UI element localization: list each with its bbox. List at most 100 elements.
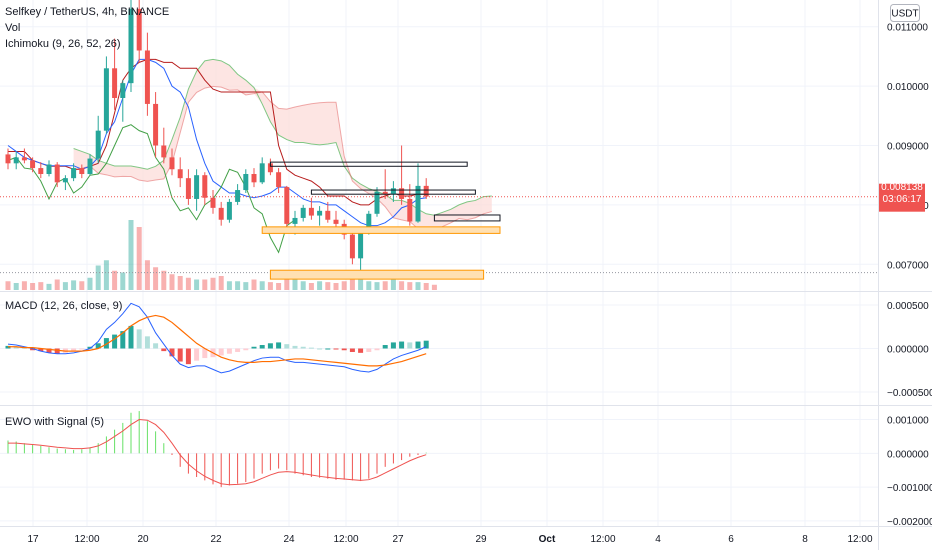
x-tick-label: Oct (539, 534, 556, 545)
candle-body (382, 191, 388, 195)
macd-histogram-bar (95, 343, 101, 349)
volume-bar (38, 282, 44, 290)
time-axis[interactable]: 17 12:00 20 22 24 12:00 27 29 Oct 12:00 4 6 8 12:00 (27, 534, 873, 545)
x-tick-label: 17 (27, 534, 39, 545)
macd-histogram-bar (128, 325, 134, 349)
volume-bar (218, 276, 224, 290)
macd-histogram-bar (423, 340, 429, 349)
macd-histogram-bar (243, 348, 249, 351)
macd-histogram-bar (366, 348, 372, 352)
macd-histogram-bar (71, 348, 77, 352)
x-tick-label: 8 (802, 534, 808, 545)
macd-histogram-bar (374, 348, 380, 351)
candle-body (46, 164, 52, 175)
volume-bar (276, 283, 282, 290)
candle-body (5, 154, 11, 164)
macd-histogram-bar (153, 343, 159, 349)
resistance-box[interactable] (310, 189, 476, 195)
macd-histogram-bar (161, 348, 167, 352)
resistance-box[interactable] (269, 161, 468, 167)
macd-histogram-bar (358, 348, 364, 353)
volume-bar (333, 283, 339, 290)
macd-histogram-bar (218, 348, 224, 356)
macd-histogram-bar (46, 348, 52, 353)
volume-bar (62, 282, 68, 290)
candle-body (415, 185, 421, 222)
macd-signal-line (8, 314, 427, 367)
volume-legend[interactable]: Vol (5, 22, 20, 34)
ewo-panel (7, 411, 427, 488)
macd-histogram-bar (308, 347, 314, 349)
candle-body (325, 210, 331, 220)
demand-zone[interactable] (261, 226, 501, 234)
candle-body (333, 219, 339, 224)
macd-histogram-bar (382, 345, 388, 349)
last-price-value: 0.008138 (881, 182, 923, 193)
y-tick-label: 0.000500 (887, 301, 929, 312)
candle-body (169, 157, 175, 170)
leading-span-b (73, 85, 492, 234)
macd-histogram-bar (38, 348, 44, 352)
x-tick-label: 12:00 (590, 534, 615, 545)
candle-body (30, 160, 36, 169)
candle-body (144, 50, 150, 104)
volume-bar (95, 265, 101, 290)
volume-bar (71, 280, 77, 290)
leading-span-a (73, 58, 492, 216)
grid-lines (0, 0, 878, 526)
candle-body (153, 103, 159, 146)
candle-body (21, 157, 27, 161)
volume-bar (136, 227, 142, 290)
volume-bar (349, 277, 355, 290)
volume-bar (169, 274, 175, 290)
candle-body (210, 197, 216, 208)
macd-histogram-bar (54, 348, 60, 354)
volume-bar (325, 282, 331, 290)
candle-body (71, 168, 77, 179)
macd-histogram-bar (235, 348, 241, 352)
macd-histogram-bar (349, 348, 355, 352)
volume-bar (423, 283, 429, 290)
macd-histogram-bar (194, 348, 200, 361)
x-tick-label: 20 (137, 534, 149, 545)
macd-legend[interactable]: MACD (12, 26, close, 9) (5, 300, 122, 312)
volume-bar (390, 279, 396, 290)
macd-histogram-bar (251, 346, 257, 349)
drawn-zones[interactable] (261, 161, 501, 280)
ichimoku-legend[interactable]: Ichimoku (9, 26, 52, 26) (5, 38, 121, 50)
volume-bar (308, 283, 314, 290)
macd-histogram-bar (226, 348, 232, 354)
candle-body (358, 231, 364, 259)
volume-bar (103, 260, 109, 290)
ichimoku-cloud (73, 58, 492, 234)
macd-histogram-bar (415, 341, 421, 349)
volume-bar (366, 281, 372, 290)
y-tick-label: 0.000000 (887, 345, 929, 356)
volume-bar (144, 260, 150, 290)
volume-bar (177, 276, 183, 290)
target-box[interactable] (433, 214, 501, 222)
currency-button[interactable]: USDT (890, 4, 920, 22)
macd-histogram-bar (169, 348, 175, 357)
candle-body (374, 191, 380, 214)
volume-bar (120, 272, 126, 290)
x-tick-label: 12:00 (847, 534, 872, 545)
last-price-tag: 0.008138 03:06:17 (879, 182, 925, 212)
candle-body (226, 201, 232, 220)
candle-body (407, 198, 413, 222)
volume-bar (251, 279, 257, 290)
price-axis[interactable]: 0.0110000.0100000.0090000.0080000.007000… (887, 23, 932, 528)
candle-body (95, 130, 101, 159)
symbol-title[interactable]: Selfkey / TetherUS, 4h, BINANCE (5, 6, 169, 18)
volume-bar (153, 267, 159, 290)
demand-zone[interactable] (269, 269, 485, 280)
macd-histogram-bar (177, 348, 183, 362)
macd-histogram-bar (317, 348, 323, 350)
volume-bar (13, 283, 19, 290)
ewo-legend[interactable]: EWO with Signal (5) (5, 416, 104, 428)
macd-histogram-bar (399, 341, 405, 349)
macd-histogram-bar (30, 348, 36, 351)
bar-countdown: 03:06:17 (883, 194, 922, 205)
